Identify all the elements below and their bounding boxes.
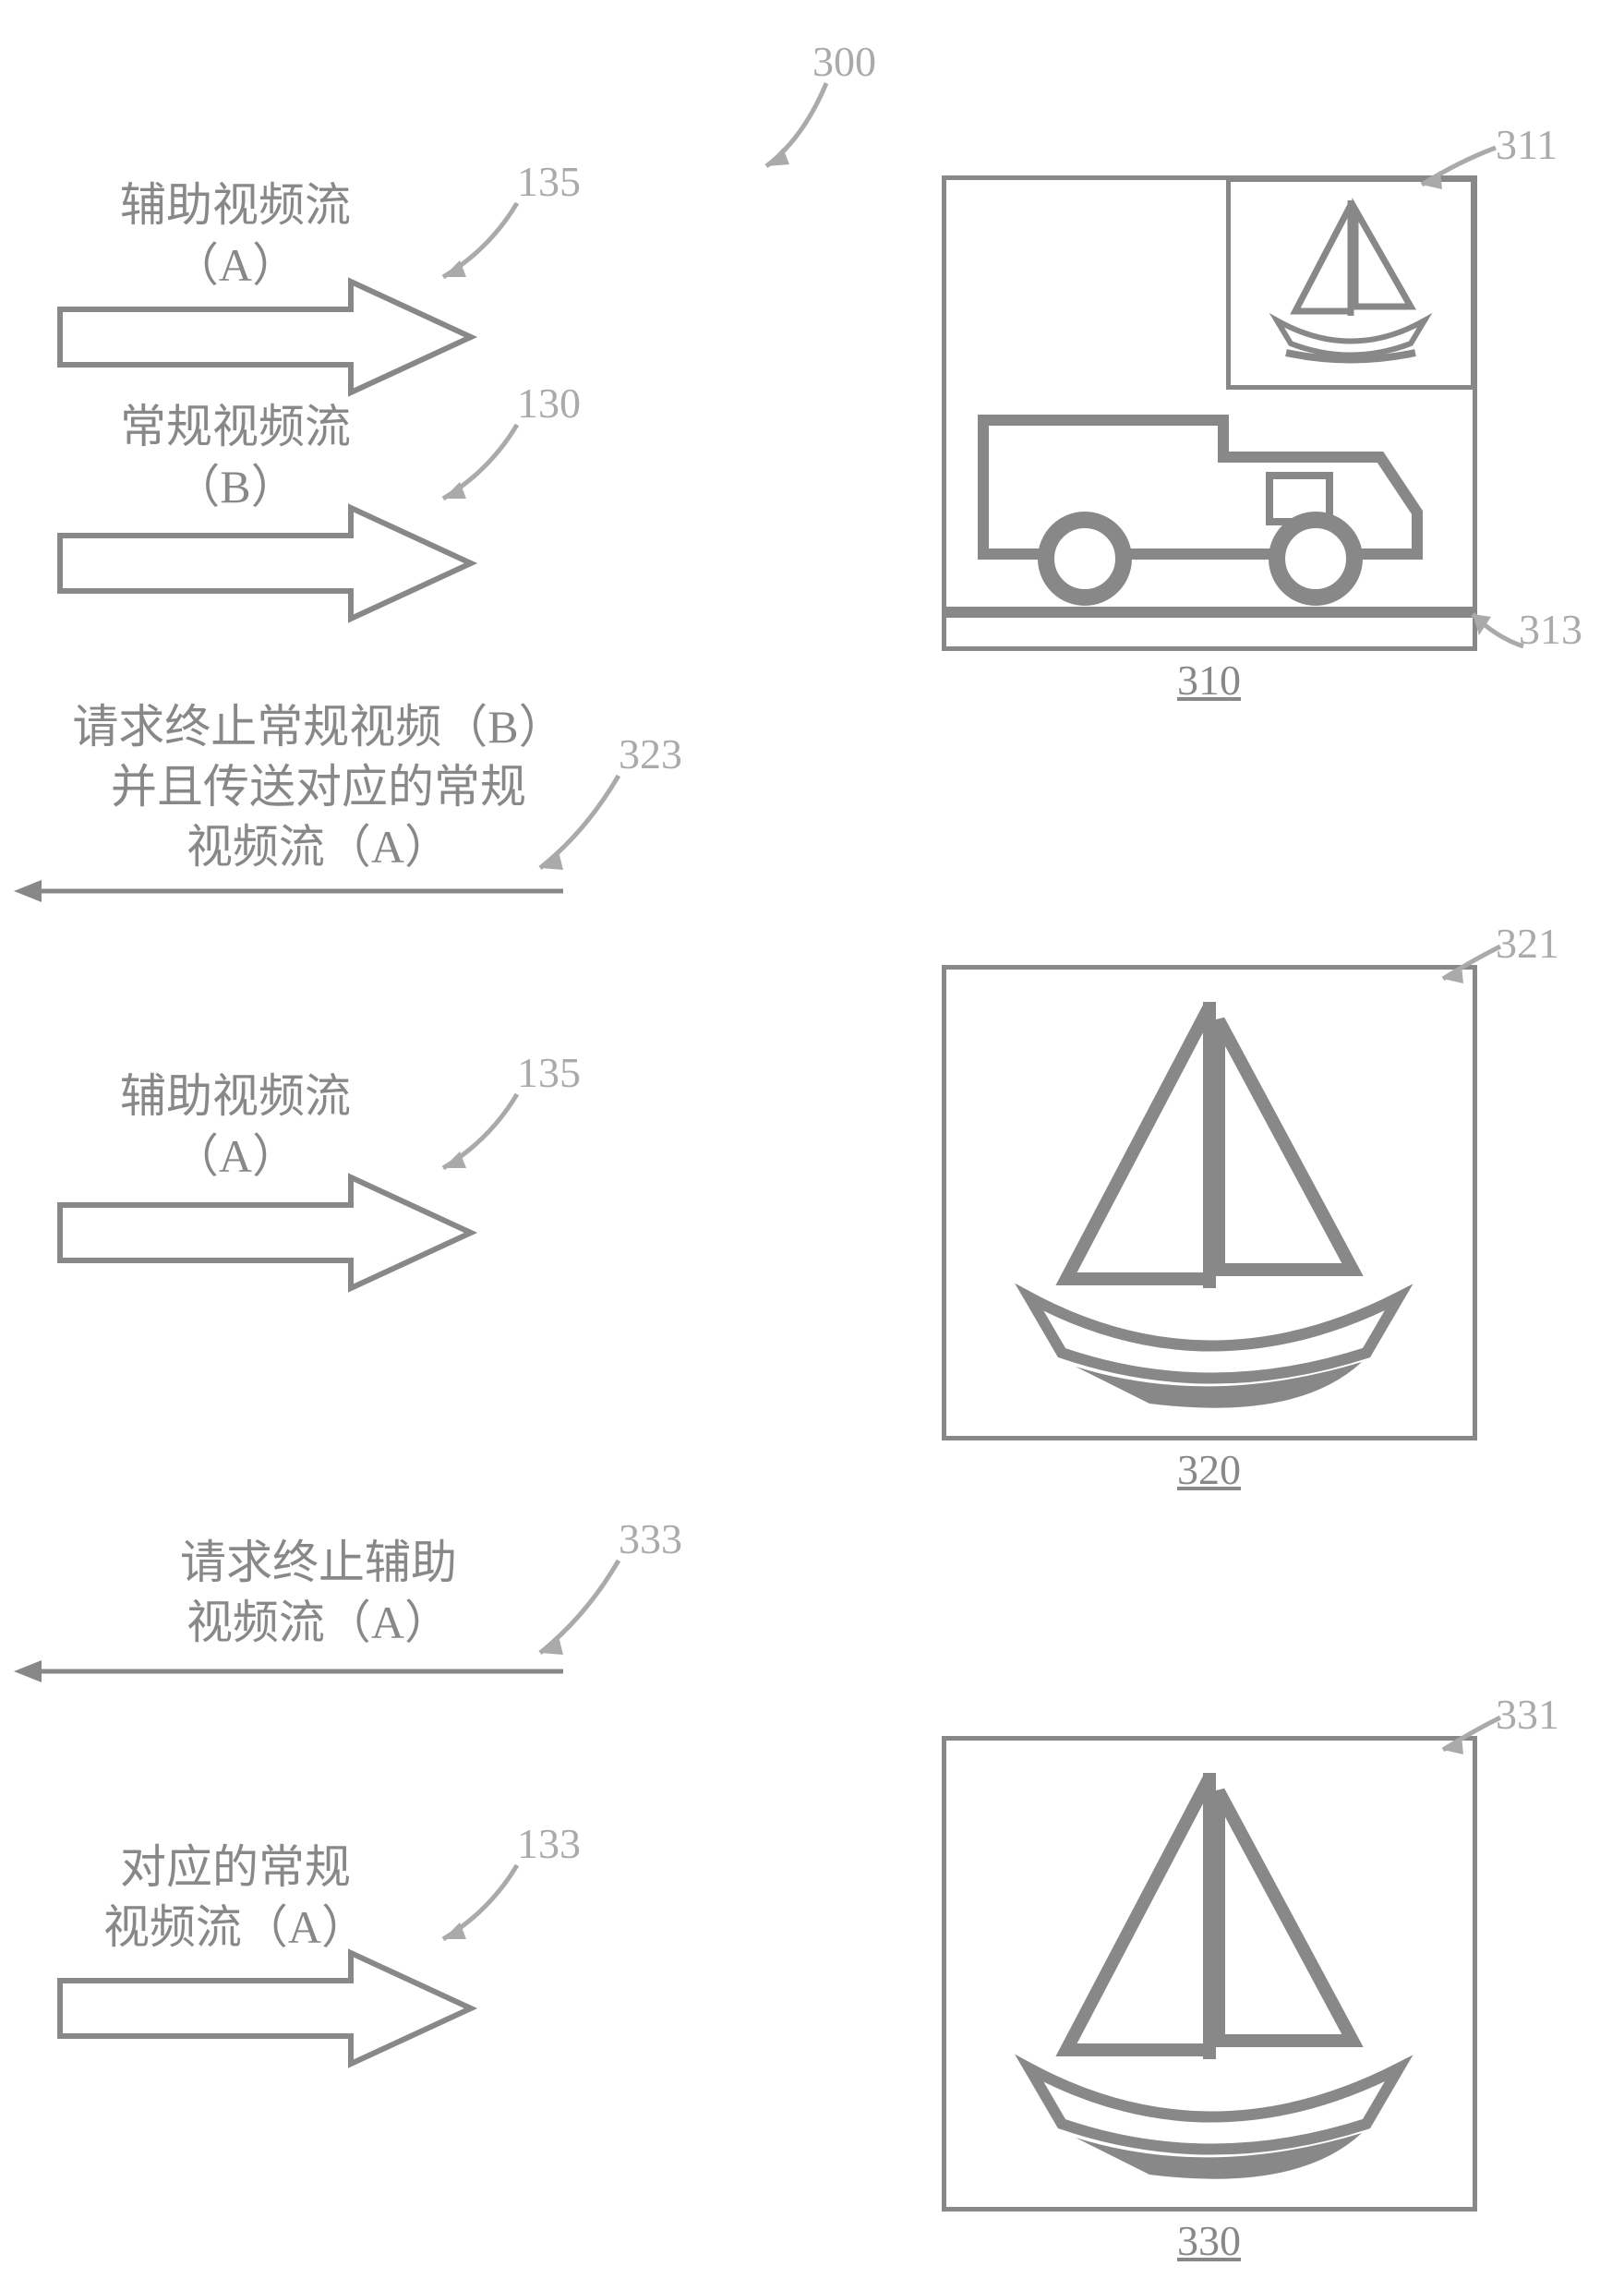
frame-320-ref: 320	[1177, 1445, 1241, 1494]
req323-label: 请求终止常规视频（B） 并且传送对应的常规 视频流（A）	[60, 697, 577, 877]
req323-arrow	[9, 873, 572, 910]
truck-icon	[946, 392, 1473, 651]
arrow2-ref-pointer	[415, 416, 535, 517]
req323-line2: 并且传送对应的常规	[60, 757, 577, 817]
arrow-aux2-ref-pointer	[415, 1085, 535, 1187]
req323-ref-pointer	[517, 766, 637, 886]
frame-310-ref: 310	[1177, 656, 1241, 705]
arrow-aux2-label: 辅助视频流 （A）	[97, 1067, 374, 1187]
arrow2-label-line1: 常规视频流	[97, 397, 374, 457]
ref-313-pointer	[1459, 600, 1542, 665]
req333-line2: 视频流（A）	[134, 1593, 503, 1653]
ref-321-pointer	[1426, 928, 1519, 993]
arrow-aux2-shape	[55, 1173, 480, 1293]
req323-line3: 视频流（A）	[60, 817, 577, 877]
sailboat-small-icon	[1231, 182, 1471, 385]
arrow2-label: 常规视频流 （B）	[97, 397, 374, 517]
fig-ref-arrow	[739, 74, 849, 185]
req323-line1: 请求终止常规视频（B）	[60, 697, 577, 757]
req333-line1: 请求终止辅助	[134, 1533, 503, 1593]
arrow1-ref-pointer	[415, 194, 535, 295]
frame-310-pip	[1226, 177, 1475, 390]
req333-arrow	[9, 1653, 572, 1690]
diagram-canvas: 300 辅助视频流 （A） 135 常规视频流 （B） 130	[0, 0, 1624, 2278]
frame-310	[942, 175, 1477, 651]
arrow-aux2-line1: 辅助视频流	[97, 1067, 374, 1127]
frame-320	[942, 965, 1477, 1440]
frame-330	[942, 1736, 1477, 2212]
ref-331-pointer	[1426, 1699, 1519, 1764]
arrow-corr-shape	[55, 1948, 480, 2068]
arrow-corr-ref-pointer	[415, 1856, 535, 1958]
ref-311-pointer	[1403, 129, 1514, 203]
sailboat-large-icon-320	[946, 970, 1473, 1436]
arrow-corr-line1: 对应的常规	[97, 1838, 374, 1898]
sailboat-large-icon-330	[946, 1741, 1473, 2207]
arrow1-label-line1: 辅助视频流	[97, 175, 374, 235]
req333-label: 请求终止辅助 视频流（A）	[134, 1533, 503, 1653]
arrow2-shape	[55, 503, 480, 623]
frame-330-ref: 330	[1177, 2216, 1241, 2265]
req333-ref-pointer	[517, 1551, 637, 1671]
arrow-corr-label: 对应的常规 视频流（A）	[97, 1838, 374, 1958]
